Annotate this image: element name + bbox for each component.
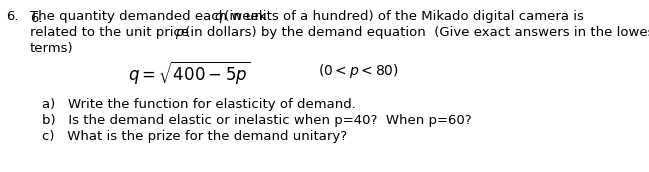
Text: c)   What is the prize for the demand unitary?: c) What is the prize for the demand unit… — [42, 130, 347, 143]
Text: (in units of a hundred) of the Mikado digital camera is: (in units of a hundred) of the Mikado di… — [220, 10, 584, 23]
Text: The quantity demanded each week: The quantity demanded each week — [30, 10, 271, 23]
Text: terms): terms) — [30, 42, 73, 55]
Text: $q = \sqrt{400-5p}$: $q = \sqrt{400-5p}$ — [128, 60, 251, 87]
Text: (in dollars) by the demand equation  (Give exact answers in the lowest: (in dollars) by the demand equation (Giv… — [181, 26, 649, 39]
Text: q: q — [214, 10, 223, 23]
Text: a)   Write the function for elasticity of demand.: a) Write the function for elasticity of … — [42, 98, 356, 111]
Text: b)   Is the demand elastic or inelastic when p=40?  When p=60?: b) Is the demand elastic or inelastic wh… — [42, 114, 472, 127]
Text: related to the unit price: related to the unit price — [30, 26, 193, 39]
Text: p: p — [175, 26, 184, 39]
Text: 6.: 6. — [6, 10, 19, 23]
Text: 6.: 6. — [30, 12, 42, 25]
Text: $(0{<}p{<}80)$: $(0{<}p{<}80)$ — [318, 62, 399, 80]
